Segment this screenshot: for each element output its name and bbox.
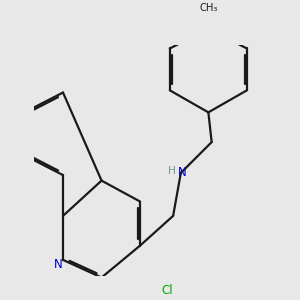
Text: N: N xyxy=(54,258,63,271)
Text: H: H xyxy=(168,167,176,176)
Text: N: N xyxy=(178,167,187,179)
Text: CH₃: CH₃ xyxy=(199,3,218,13)
Text: Cl: Cl xyxy=(162,284,173,297)
